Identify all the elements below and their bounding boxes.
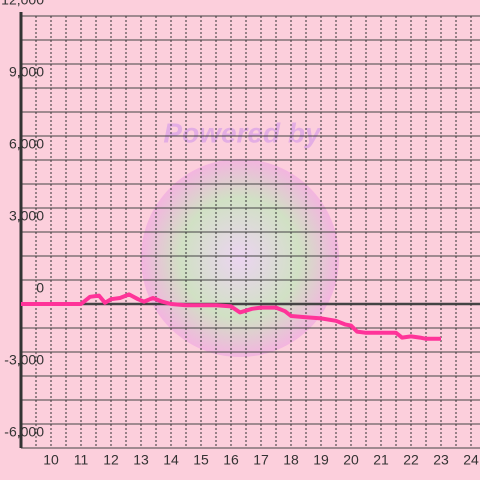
x-tick-label: 10 — [43, 452, 59, 468]
y-tick-label: 9,000 — [9, 64, 44, 80]
x-tick-label: 23 — [433, 452, 449, 468]
x-tick-label: 15 — [193, 452, 209, 468]
x-tick-label: 12 — [103, 452, 119, 468]
y-tick-label: -3,000 — [4, 352, 44, 368]
x-tick-label: 24 — [463, 452, 479, 468]
data-line — [21, 292, 441, 341]
x-tick-label: 14 — [163, 452, 179, 468]
x-tick-label: 11 — [74, 452, 89, 468]
y-tick-label: 0 — [36, 280, 44, 296]
x-tick-label: 18 — [283, 452, 299, 468]
x-tick-label: 19 — [313, 452, 329, 468]
y-tick-label: 6,000 — [9, 136, 44, 152]
x-tick-label: 22 — [403, 452, 419, 468]
y-tick-label: 12,000 — [1, 0, 44, 8]
x-tick-label: 17 — [253, 452, 269, 468]
x-tick-label: 20 — [343, 452, 359, 468]
x-tick-label: 21 — [373, 452, 389, 468]
y-tick-label: -6,000 — [4, 424, 44, 440]
watermark: Powered by — [163, 117, 322, 148]
x-tick-label: 16 — [223, 452, 239, 468]
x-tick-label: 13 — [133, 452, 149, 468]
y-tick-label: 3,000 — [9, 208, 44, 224]
